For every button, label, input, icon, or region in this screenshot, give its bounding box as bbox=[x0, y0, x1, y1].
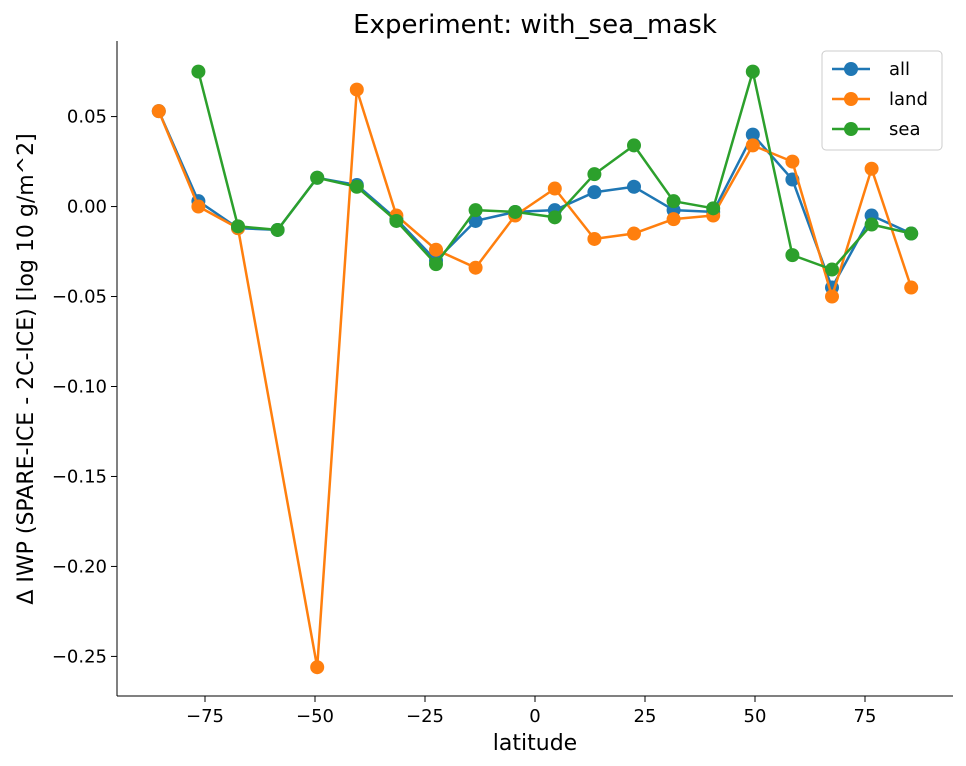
series-line-sea bbox=[197, 70, 912, 271]
x-axis-label: latitude bbox=[493, 731, 577, 756]
data-point-all bbox=[627, 179, 641, 194]
data-point-sea bbox=[864, 217, 879, 232]
data-point-sea bbox=[310, 170, 325, 185]
data-point-land bbox=[627, 226, 641, 241]
x-tick-label: −25 bbox=[406, 706, 444, 727]
data-point-sea bbox=[904, 226, 919, 241]
x-tick-label: 0 bbox=[529, 706, 540, 727]
legend-label-all: all bbox=[889, 59, 910, 80]
data-point-land bbox=[745, 138, 760, 153]
data-point-sea bbox=[508, 204, 523, 219]
x-tick-label: 50 bbox=[744, 706, 767, 727]
y-tick-label: −0.05 bbox=[52, 287, 107, 308]
series-layer bbox=[151, 64, 919, 675]
x-tick-label: 75 bbox=[854, 706, 877, 727]
data-point-land bbox=[349, 82, 364, 97]
data-point-sea bbox=[587, 167, 602, 182]
data-point-all bbox=[468, 213, 483, 228]
legend-marker-sea bbox=[844, 122, 858, 136]
chart-title: Experiment: with_sea_mask bbox=[353, 10, 717, 40]
data-point-land bbox=[864, 161, 879, 176]
series-land bbox=[151, 82, 919, 675]
data-point-land bbox=[904, 280, 919, 295]
series-sea bbox=[191, 64, 919, 277]
legend: all land sea bbox=[821, 50, 943, 151]
y-tick-label: −0.10 bbox=[52, 376, 107, 397]
data-point-land bbox=[825, 289, 839, 304]
data-point-sea bbox=[745, 64, 760, 79]
x-axis-ticks: −75 −50 −25 0 25 50 75 bbox=[186, 696, 876, 727]
y-tick-label: 0.00 bbox=[67, 197, 107, 218]
x-tick-label: −50 bbox=[296, 706, 334, 727]
data-point-all bbox=[745, 127, 760, 142]
data-point-sea bbox=[468, 203, 483, 218]
data-point-land bbox=[151, 104, 166, 119]
data-point-sea bbox=[627, 138, 641, 153]
data-point-sea bbox=[785, 248, 800, 263]
y-axis-ticks: −0.25 −0.20 −0.15 −0.10 −0.05 0.00 0.05 bbox=[52, 107, 117, 667]
plot-area: −75 −50 −25 0 25 50 75 −0.25−0.20−0.15−0.10−0.… bbox=[52, 41, 953, 727]
legend-item-all: all bbox=[832, 59, 910, 80]
data-point-sea bbox=[429, 257, 443, 272]
data-point-sea bbox=[825, 262, 839, 277]
legend-marker-land bbox=[844, 92, 858, 106]
data-point-land bbox=[468, 260, 483, 275]
data-point-land bbox=[310, 660, 325, 675]
data-point-sea bbox=[389, 213, 404, 228]
series-line-all bbox=[157, 110, 912, 289]
data-point-land bbox=[785, 154, 800, 169]
legend-marker-all bbox=[844, 62, 858, 76]
data-point-sea bbox=[231, 219, 245, 234]
data-point-land bbox=[547, 181, 562, 196]
y-tick-label: −0.15 bbox=[52, 466, 107, 487]
data-point-land bbox=[587, 231, 602, 246]
legend-label-land: land bbox=[889, 89, 928, 110]
data-point-sea bbox=[706, 201, 721, 216]
legend-item-sea: sea bbox=[832, 119, 920, 140]
data-point-land bbox=[666, 212, 681, 227]
data-point-sea bbox=[349, 179, 364, 194]
y-axis-label: Δ IWP (SPARE-ICE - 2C-ICE) [log 10 g/m^2… bbox=[14, 133, 39, 604]
legend-item-land: land bbox=[832, 89, 928, 110]
x-tick-label: 25 bbox=[634, 706, 657, 727]
data-point-all bbox=[587, 185, 602, 200]
data-point-sea bbox=[191, 64, 206, 79]
y-tick-label: −0.20 bbox=[52, 556, 107, 577]
y-tick-label: −0.25 bbox=[52, 646, 107, 667]
legend-label-sea: sea bbox=[889, 119, 920, 140]
x-tick-label: −75 bbox=[186, 706, 224, 727]
data-point-sea bbox=[666, 194, 681, 209]
data-point-sea bbox=[270, 222, 285, 237]
data-point-land bbox=[429, 242, 443, 257]
y-tick-label: 0.05 bbox=[67, 107, 107, 128]
data-point-sea bbox=[547, 210, 562, 225]
data-point-land bbox=[191, 199, 206, 214]
